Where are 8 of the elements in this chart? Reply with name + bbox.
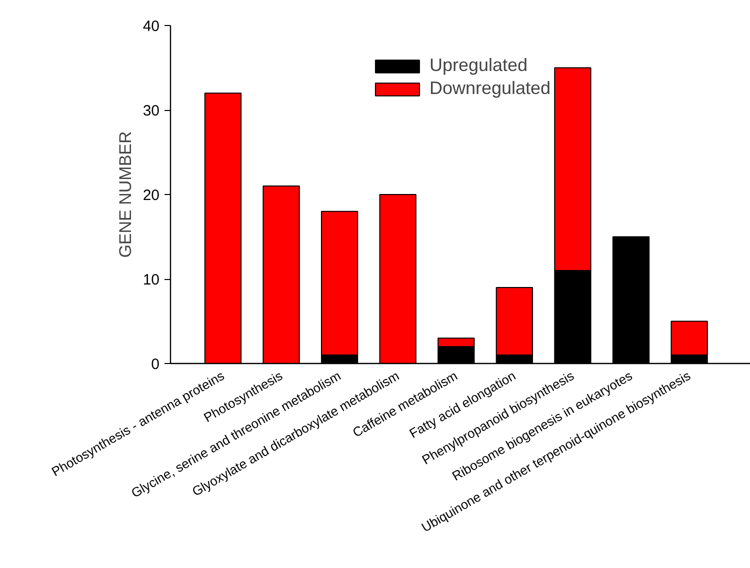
y-tick-label: 10 xyxy=(142,272,160,288)
legend-label: Downregulated xyxy=(429,78,551,99)
y-tick-label: 40 xyxy=(142,18,160,35)
y-tick-label: 20 xyxy=(142,187,160,204)
y-tick-label: 0 xyxy=(151,356,160,373)
y-tick-label: 30 xyxy=(142,102,160,120)
legend-label: Upregulated xyxy=(429,55,528,76)
y-axis-title: GENE NUMBER xyxy=(116,131,135,258)
